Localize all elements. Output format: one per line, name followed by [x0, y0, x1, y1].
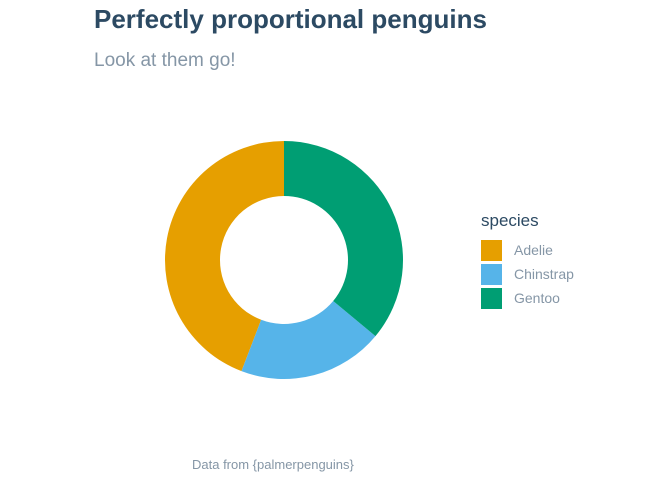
- legend-swatch-gentoo: [481, 287, 502, 309]
- legend-item-adelie: Adelie: [481, 238, 574, 262]
- legend-label-chinstrap: Chinstrap: [514, 266, 574, 282]
- legend-item-gentoo: Gentoo: [481, 286, 574, 310]
- donut-slice-gentoo: [284, 141, 404, 337]
- legend-item-chinstrap: Chinstrap: [481, 262, 574, 286]
- donut-slice-adelie: [164, 141, 284, 372]
- chart-subtitle: Look at them go!: [94, 50, 236, 71]
- legend: species Adelie Chinstrap Gentoo: [481, 211, 574, 310]
- legend-title: species: [481, 211, 539, 230]
- donut-slice-chinstrap: [241, 300, 376, 380]
- chart-caption: Data from {palmerpenguins}: [192, 457, 354, 472]
- legend-swatch-adelie: [481, 239, 502, 261]
- chart-title: Perfectly proportional penguins: [94, 4, 487, 34]
- legend-swatch-chinstrap: [481, 263, 502, 285]
- legend-label-gentoo: Gentoo: [514, 290, 560, 306]
- legend-label-adelie: Adelie: [514, 242, 553, 258]
